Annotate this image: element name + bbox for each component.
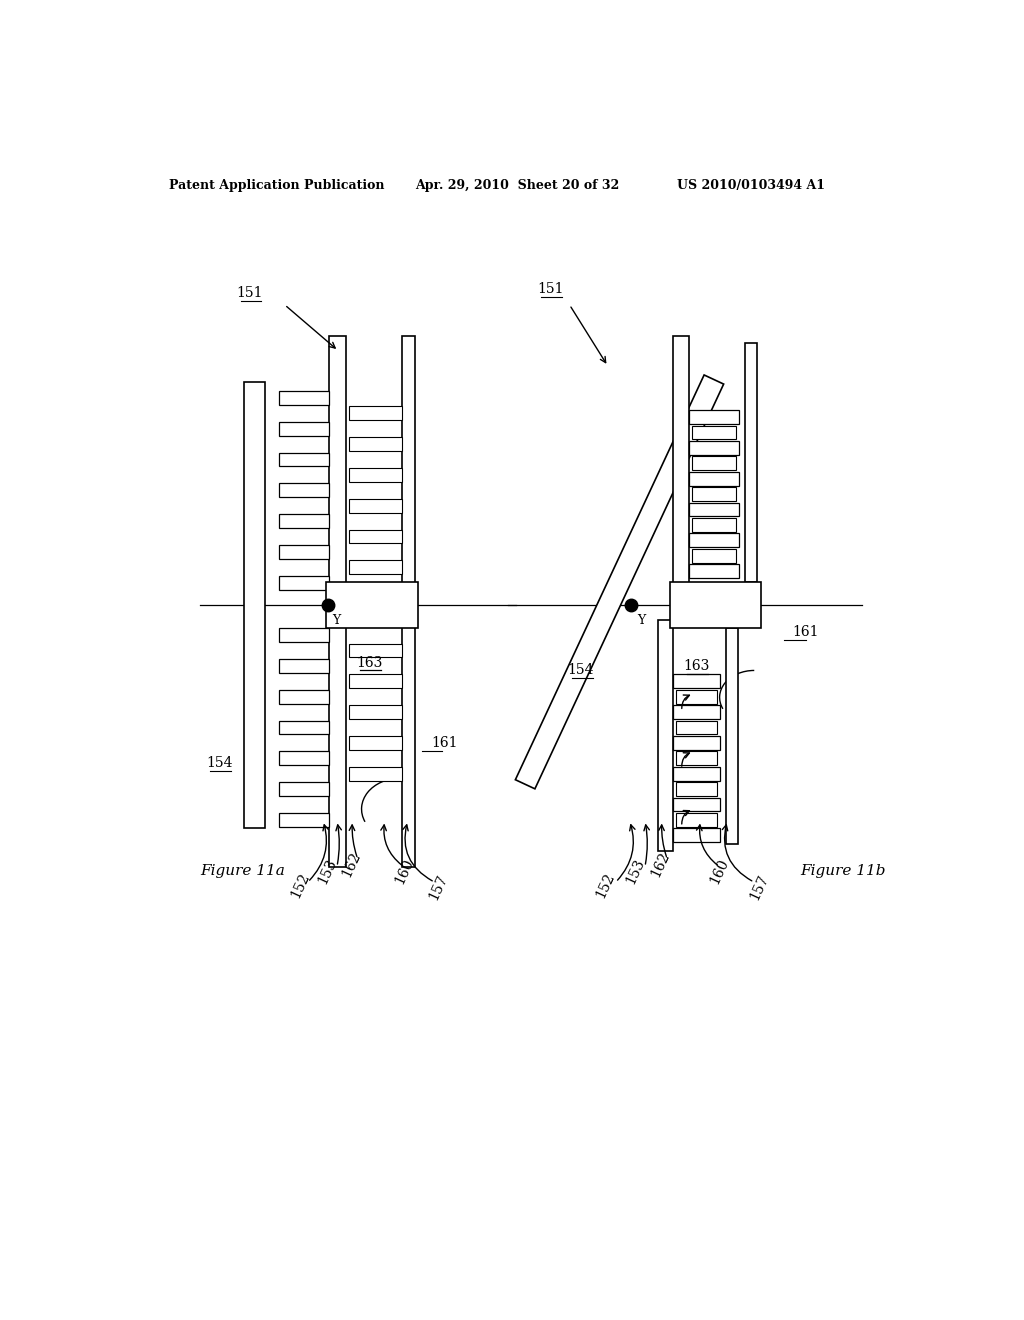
Text: 161: 161	[431, 737, 458, 751]
Text: Y: Y	[637, 614, 645, 627]
Bar	[349, 529, 402, 544]
Text: Y: Y	[333, 614, 341, 627]
Bar	[689, 411, 739, 424]
Bar	[692, 517, 736, 532]
Bar	[349, 560, 402, 574]
Bar	[402, 620, 415, 867]
Bar	[349, 737, 402, 750]
Bar	[349, 675, 402, 688]
Bar	[244, 381, 265, 829]
Text: 161: 161	[793, 624, 819, 639]
Bar	[330, 605, 346, 867]
Text: 157: 157	[427, 873, 451, 902]
Bar	[280, 689, 330, 704]
Bar	[280, 721, 330, 734]
Text: Patent Application Publication: Patent Application Publication	[169, 178, 385, 191]
Text: 162: 162	[648, 849, 672, 879]
Bar	[280, 545, 330, 558]
Text: 160: 160	[707, 857, 731, 887]
Bar	[689, 533, 739, 548]
Bar	[349, 767, 402, 780]
Text: 160: 160	[393, 857, 417, 887]
Bar	[280, 453, 330, 466]
Bar	[349, 407, 402, 420]
Bar	[726, 628, 738, 843]
Bar	[330, 335, 346, 605]
Text: US 2010/0103494 A1: US 2010/0103494 A1	[677, 178, 825, 191]
Bar	[674, 737, 720, 750]
Bar	[677, 813, 717, 826]
Text: 154: 154	[567, 664, 594, 677]
Bar	[674, 705, 720, 719]
Polygon shape	[515, 375, 724, 789]
Bar	[677, 751, 717, 766]
Bar	[280, 513, 330, 528]
Bar	[674, 829, 720, 842]
Bar	[692, 487, 736, 502]
Bar	[674, 767, 720, 780]
Text: 163: 163	[356, 656, 382, 669]
Text: 152: 152	[593, 871, 616, 900]
Bar	[280, 781, 330, 796]
Bar	[745, 343, 758, 582]
Bar	[280, 751, 330, 766]
Bar	[692, 457, 736, 470]
Bar	[677, 721, 717, 734]
Text: 151: 151	[237, 286, 263, 300]
Bar	[280, 391, 330, 405]
Bar	[349, 437, 402, 451]
Text: 153: 153	[623, 857, 647, 887]
Bar	[674, 797, 720, 812]
Bar	[677, 781, 717, 796]
Bar	[349, 469, 402, 482]
Bar	[280, 628, 330, 642]
Bar	[658, 620, 674, 851]
Bar	[280, 483, 330, 498]
Text: 151: 151	[537, 282, 563, 296]
Bar	[689, 441, 739, 455]
Bar	[349, 705, 402, 719]
Text: 152: 152	[288, 871, 312, 900]
Bar	[280, 813, 330, 826]
Text: 162: 162	[339, 849, 362, 879]
Bar	[692, 425, 736, 440]
Bar	[670, 582, 761, 628]
Bar	[692, 549, 736, 562]
Bar	[674, 675, 720, 688]
Bar	[674, 335, 689, 590]
Bar	[689, 564, 739, 578]
Text: 154: 154	[206, 755, 232, 770]
Bar	[280, 576, 330, 590]
Text: Figure 11a: Figure 11a	[200, 863, 285, 878]
Text: Figure 11b: Figure 11b	[801, 863, 886, 878]
Bar	[280, 422, 330, 436]
Bar	[402, 335, 415, 590]
Text: 163: 163	[683, 660, 710, 673]
Text: 153: 153	[315, 857, 339, 887]
Bar	[326, 582, 418, 628]
Text: Apr. 29, 2010  Sheet 20 of 32: Apr. 29, 2010 Sheet 20 of 32	[416, 178, 620, 191]
Bar	[689, 471, 739, 486]
Bar	[689, 503, 739, 516]
Bar	[280, 659, 330, 673]
Text: 157: 157	[746, 873, 771, 902]
Bar	[349, 499, 402, 512]
Bar	[677, 689, 717, 704]
Bar	[349, 644, 402, 657]
